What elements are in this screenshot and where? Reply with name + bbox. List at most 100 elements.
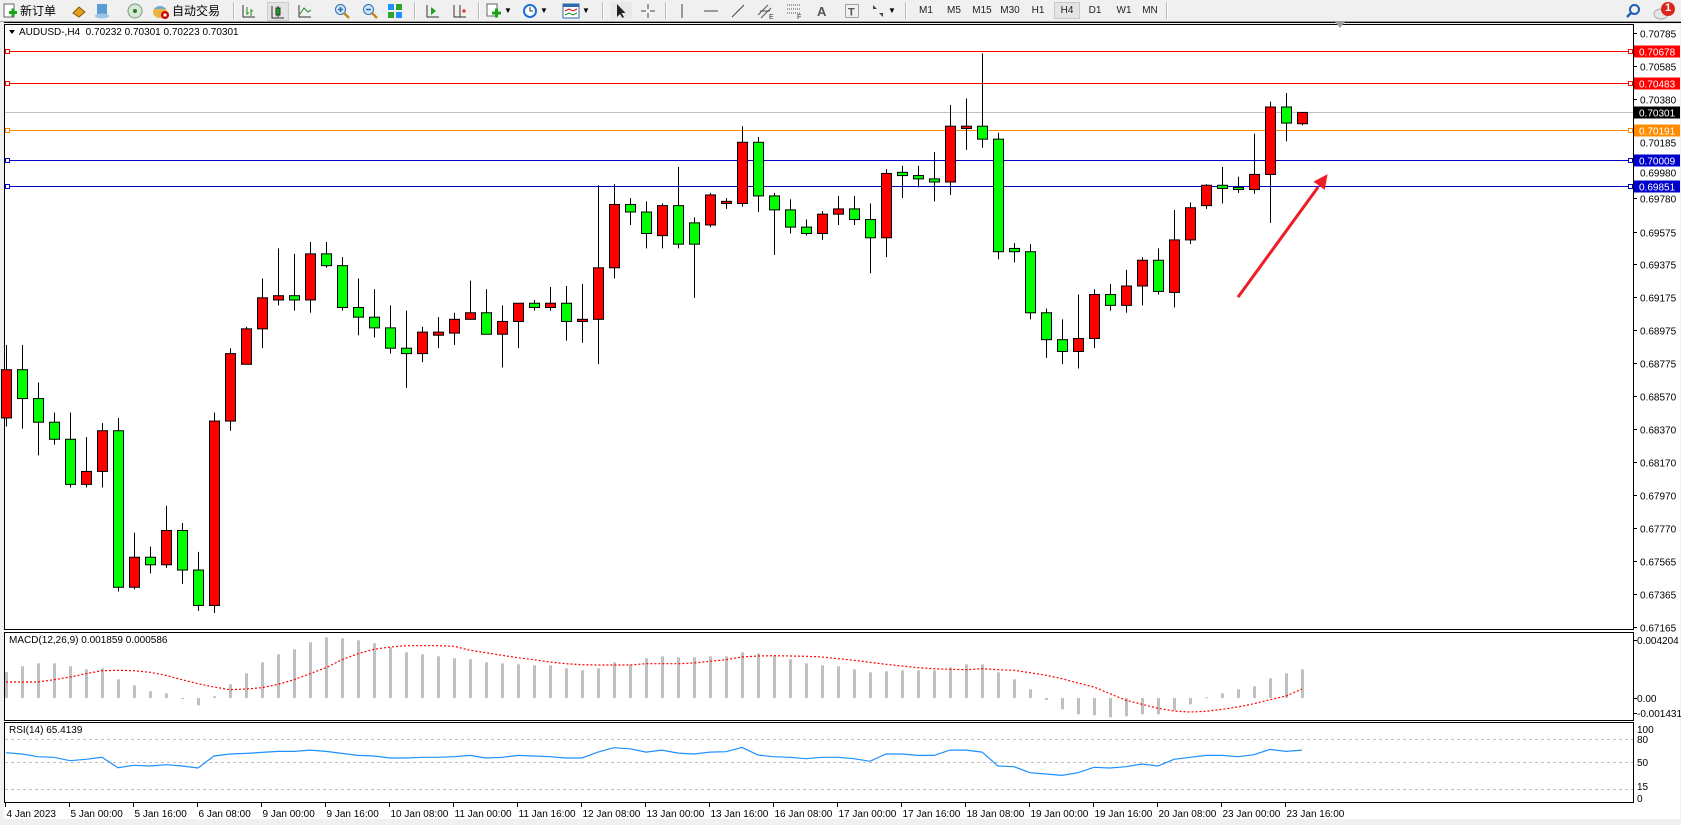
candle xyxy=(49,412,60,445)
search-button[interactable] xyxy=(1624,2,1642,19)
line-anchor-right[interactable] xyxy=(1628,128,1633,133)
macd-histogram-bar xyxy=(1253,686,1256,698)
chart-shift-marker[interactable] xyxy=(1335,22,1345,28)
candle-body xyxy=(225,353,236,422)
time-tick-label: 23 Jan 16:00 xyxy=(1287,809,1345,820)
line-anchor-left[interactable] xyxy=(5,184,10,189)
price-axis[interactable]: 0.70785 0.70585 0.70380 0.70185 0.69980 0.697… xyxy=(1633,30,1677,635)
bar-chart-button[interactable] xyxy=(240,2,258,19)
zoom-out-button[interactable] xyxy=(361,2,379,19)
line-anchor-right[interactable] xyxy=(1628,184,1633,189)
macd-histogram-bar xyxy=(837,666,840,698)
candle xyxy=(929,151,940,202)
history-center-button[interactable] xyxy=(93,2,111,19)
arrows-button[interactable]: ▼ xyxy=(870,2,896,19)
line-chart-button[interactable] xyxy=(296,2,314,19)
macd-tick-label: -0.001431 xyxy=(1637,709,1681,720)
crosshair-button[interactable] xyxy=(638,2,658,19)
auto-scroll-button[interactable] xyxy=(424,2,442,19)
line-anchor-right[interactable] xyxy=(1628,81,1633,86)
timeframe-h1-button[interactable]: H1 xyxy=(1031,5,1045,16)
new-order-button[interactable]: 新订单 xyxy=(2,2,56,19)
price-tick-label: 0.69980 xyxy=(1640,169,1677,180)
notification-button[interactable]: 1 xyxy=(1652,1,1678,19)
fibonacci-button[interactable]: F xyxy=(785,2,805,19)
new-chart-button[interactable]: ▼ xyxy=(486,2,512,19)
auto-trading-button[interactable]: 自动交易 xyxy=(152,2,220,19)
timeframe-m5-button[interactable]: M5 xyxy=(947,5,961,16)
line-anchor-left[interactable] xyxy=(5,158,10,163)
timeframe-w1-button[interactable]: W1 xyxy=(1116,5,1132,16)
timeframe-h4-button[interactable]: H4 xyxy=(1054,2,1080,19)
macd-histogram-bar xyxy=(1269,678,1272,698)
candle-body xyxy=(401,347,412,355)
gold-button[interactable] xyxy=(70,2,88,19)
periods-button[interactable]: ▼ xyxy=(522,2,548,19)
candle-body xyxy=(849,208,860,221)
rsi-tick-label: 15 xyxy=(1637,782,1649,793)
macd-histogram-bar xyxy=(421,654,424,698)
macd-histogram-bar xyxy=(357,640,360,698)
price-tick-label: 0.67565 xyxy=(1640,558,1677,569)
horizontal-line-button[interactable] xyxy=(702,2,720,19)
candle xyxy=(1201,184,1212,209)
candlestick-button[interactable] xyxy=(267,2,289,21)
line-anchor-left[interactable] xyxy=(5,128,10,133)
trendline-button[interactable] xyxy=(729,2,747,19)
red-arrow-annotation[interactable] xyxy=(1236,174,1328,299)
chevron-down-icon[interactable]: ▼ xyxy=(504,6,512,15)
equidistant-channel-button[interactable]: E xyxy=(756,2,776,19)
chart-menu-triangle-icon[interactable] xyxy=(9,30,15,34)
templates-button[interactable]: ▼ xyxy=(562,2,590,19)
line-anchor-right[interactable] xyxy=(1628,49,1633,54)
candle-body xyxy=(481,312,492,335)
candle-body xyxy=(993,138,1004,253)
time-axis[interactable]: 4 Jan 2023 5 Jan 00:00 5 Jan 16:00 6 Jan 08… xyxy=(5,803,1345,820)
timeframe-m15-button[interactable]: M15 xyxy=(972,5,992,16)
candle-body xyxy=(945,125,956,183)
candlestick-icon xyxy=(271,5,284,18)
timeframe-mn-button[interactable]: MN xyxy=(1142,5,1158,16)
candle-body xyxy=(1185,207,1196,241)
cursor-button[interactable] xyxy=(610,2,632,19)
candle xyxy=(689,217,700,298)
chevron-down-icon[interactable]: ▼ xyxy=(582,6,590,15)
time-tick-label: 9 Jan 00:00 xyxy=(263,809,316,820)
zoom-in-button[interactable] xyxy=(333,2,351,19)
chevron-down-icon[interactable]: ▼ xyxy=(888,6,896,15)
candle xyxy=(1025,244,1036,320)
arrow-shaft[interactable] xyxy=(1236,186,1320,299)
price-tick-label: 0.67970 xyxy=(1640,492,1677,503)
candle xyxy=(641,201,652,249)
text-label-button[interactable]: T xyxy=(843,2,861,19)
signals-button[interactable] xyxy=(126,2,144,19)
timeframe-d1-button[interactable]: D1 xyxy=(1088,5,1102,16)
chevron-down-icon[interactable]: ▼ xyxy=(540,6,548,15)
candle xyxy=(145,546,156,574)
price-tag-0.69851: 0.69851 xyxy=(1639,183,1676,194)
chart-shift-button[interactable] xyxy=(451,2,469,19)
time-tick-label: 19 Jan 16:00 xyxy=(1095,809,1153,820)
line-anchor-left[interactable] xyxy=(5,49,10,54)
timeframe-m30-button[interactable]: M30 xyxy=(1000,5,1020,16)
candle xyxy=(449,312,460,345)
templates-icon xyxy=(562,3,580,18)
candle xyxy=(1089,289,1100,349)
line-anchor-right[interactable] xyxy=(1628,158,1633,163)
candle xyxy=(225,348,236,431)
text-button[interactable]: A xyxy=(813,2,831,19)
vertical-line-button[interactable] xyxy=(673,2,691,19)
auto-trading-icon xyxy=(153,5,169,19)
line-anchor-left[interactable] xyxy=(5,81,10,86)
macd-histogram-bar xyxy=(709,656,712,698)
timeframe-m1-button[interactable]: M1 xyxy=(919,5,933,16)
candle-body xyxy=(433,331,444,336)
macd-histogram-bar xyxy=(1173,698,1176,711)
notification-icon xyxy=(1653,1,1675,19)
candle xyxy=(113,417,124,592)
tile-windows-button[interactable] xyxy=(386,2,404,19)
candle xyxy=(321,242,332,268)
price-tag-bg xyxy=(1634,124,1680,137)
arrow-head[interactable] xyxy=(1313,174,1328,190)
